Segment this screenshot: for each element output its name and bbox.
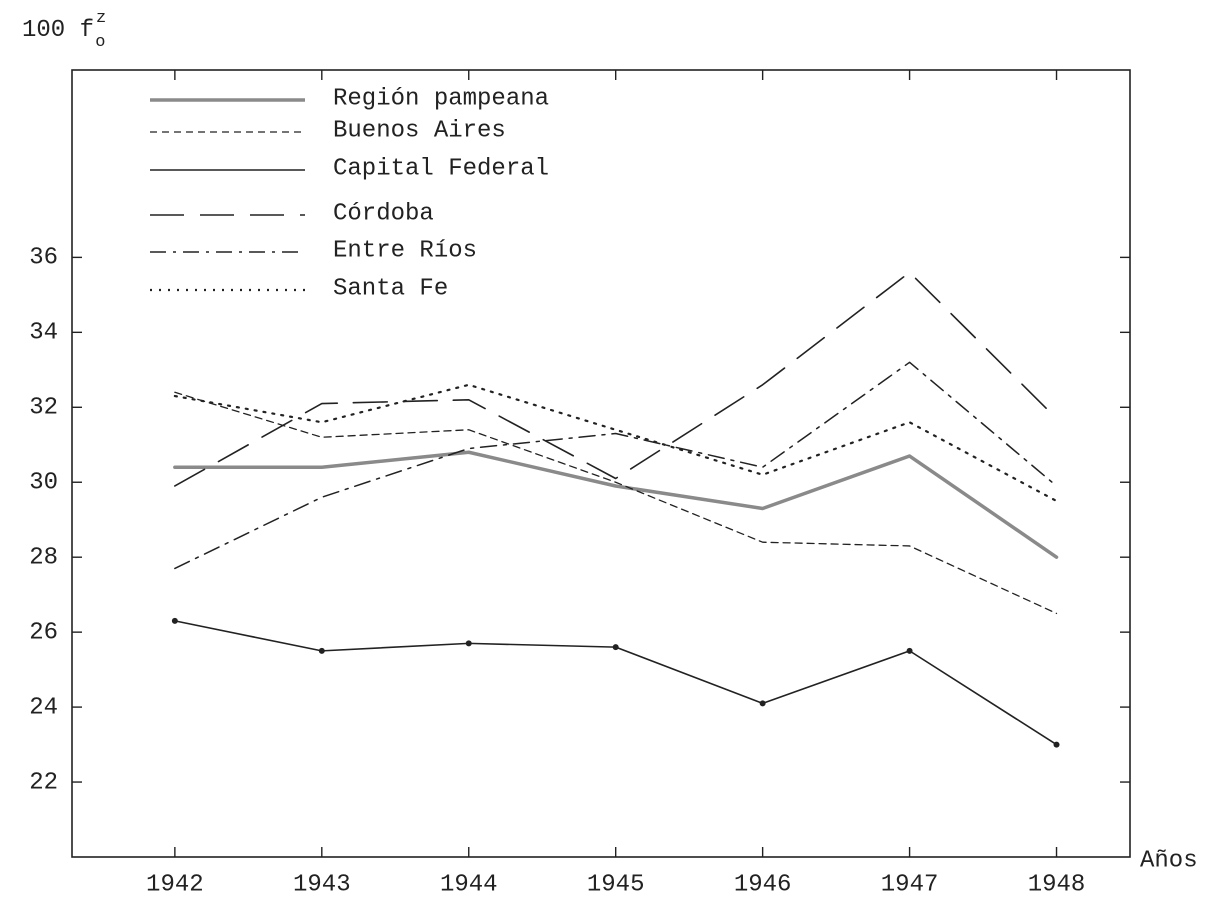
point <box>759 700 766 707</box>
x-tick-label: 1946 <box>734 871 792 898</box>
y-tick-label: 34 <box>29 320 58 347</box>
y-tick-label: 28 <box>29 545 58 572</box>
point <box>1053 741 1060 748</box>
series-line <box>174 391 1058 615</box>
point <box>906 647 913 654</box>
point <box>318 647 325 654</box>
x-axis-label: Años <box>1140 847 1198 874</box>
point <box>612 644 619 651</box>
x-tick-label: 1948 <box>1028 871 1086 898</box>
x-tick-label: 1945 <box>587 871 645 898</box>
series-line <box>173 383 1058 503</box>
legend-label: Región pampeana <box>333 85 549 112</box>
y-tick-label: 36 <box>29 245 58 272</box>
y-tick-label: 24 <box>29 694 58 721</box>
series-line <box>174 620 1058 746</box>
y-tick-label: 26 <box>29 619 58 646</box>
series-line <box>174 361 1058 570</box>
legend-label: Buenos Aires <box>333 117 506 144</box>
y-tick-label: 32 <box>29 395 58 422</box>
x-tick-label: 1942 <box>146 871 204 898</box>
x-tick-label: 1947 <box>881 871 939 898</box>
series-line <box>174 271 1058 487</box>
point <box>465 640 472 647</box>
legend-label: Entre Ríos <box>333 237 477 264</box>
plot-frame <box>71 69 1131 858</box>
y-tick-label: 22 <box>29 769 58 796</box>
x-tick-label: 1944 <box>440 871 498 898</box>
series-line <box>173 450 1059 559</box>
point <box>171 617 178 624</box>
x-tick-label: 1943 <box>293 871 351 898</box>
y-tick-label: 30 <box>29 470 58 497</box>
legend-label: Córdoba <box>333 200 434 227</box>
legend-label: Santa Fe <box>333 275 448 302</box>
legend-label: Capital Federal <box>333 155 549 182</box>
